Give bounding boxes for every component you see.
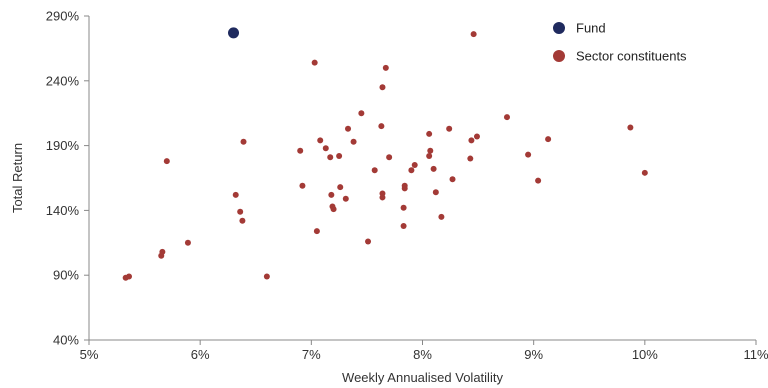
x-tick-label: 10%	[632, 347, 658, 362]
sector-constituent-point	[379, 84, 386, 91]
y-tick-label: 40%	[53, 333, 79, 348]
sector-constituent-point	[358, 110, 365, 117]
sector-constituent-point	[350, 138, 357, 145]
legend-marker	[553, 22, 565, 34]
sector-constituent-point	[400, 204, 407, 211]
legend-label: Sector constituents	[576, 49, 687, 64]
sector-constituent-point	[641, 169, 648, 176]
sector-constituent-point	[411, 162, 418, 169]
sector-constituent-point	[299, 182, 306, 189]
sector-constituent-point	[328, 191, 335, 198]
sector-constituent-point	[449, 176, 456, 183]
sector-constituent-point	[432, 189, 439, 196]
legend-label: Fund	[576, 21, 606, 36]
sector-constituent-point	[446, 125, 453, 132]
sector-constituent-point	[379, 190, 386, 197]
sector-constituent-point	[503, 114, 510, 121]
sector-constituent-point	[126, 273, 133, 280]
sector-constituent-point	[313, 228, 320, 235]
y-tick-label: 140%	[46, 203, 80, 218]
sector-constituent-point	[311, 59, 318, 66]
y-tick-label: 240%	[46, 73, 80, 88]
x-axis-ticks: 5% 6% 7% 8% 9% 10% 11%	[80, 340, 768, 362]
sector-constituent-point	[184, 239, 191, 246]
sector-constituent-point	[525, 151, 532, 158]
sector-constituent-point	[330, 206, 337, 213]
sector-constituent-point	[239, 217, 246, 224]
sector-constituent-point	[371, 167, 378, 174]
sector-constituent-point	[386, 154, 393, 161]
sector-constituent-point	[378, 123, 385, 130]
y-tick-label: 90%	[53, 268, 79, 283]
x-tick-label: 6%	[191, 347, 210, 362]
sector-constituent-point	[535, 177, 542, 184]
x-tick-label: 9%	[524, 347, 543, 362]
legend: Fund Sector constituents	[553, 21, 687, 64]
sector-constituent-point	[426, 130, 433, 137]
sector-constituent-point	[401, 182, 408, 189]
data-points	[122, 27, 648, 281]
sector-constituent-point	[327, 154, 334, 161]
sector-constituent-point	[467, 155, 474, 162]
sector-constituent-point	[438, 213, 445, 220]
sector-constituent-point	[337, 184, 344, 191]
x-tick-label: 5%	[80, 347, 99, 362]
sector-constituent-point	[240, 138, 247, 145]
sector-constituent-point	[232, 191, 239, 198]
sector-constituent-point	[297, 147, 304, 154]
y-axis-ticks: 40% 90% 140% 190% 240% 290%	[46, 9, 89, 348]
sector-constituent-point	[430, 165, 437, 172]
sector-constituent-point	[408, 167, 415, 174]
sector-constituent-point	[163, 158, 170, 165]
y-axis-title: Total Return	[10, 143, 25, 213]
sector-constituent-point	[263, 273, 270, 280]
sector-constituent-point	[342, 195, 349, 202]
sector-constituent-point	[345, 125, 352, 132]
y-tick-label: 190%	[46, 138, 80, 153]
sector-constituent-point	[400, 222, 407, 229]
sector-constituent-point	[336, 152, 343, 159]
legend-marker	[553, 50, 565, 62]
x-tick-label: 11%	[743, 347, 768, 362]
sector-constituent-point	[427, 147, 434, 154]
fund-point	[228, 27, 240, 39]
sector-constituent-point	[545, 136, 552, 143]
sector-constituent-point	[627, 124, 634, 131]
sector-constituent-point	[317, 137, 324, 144]
x-axis-title: Weekly Annualised Volatility	[342, 370, 503, 385]
x-tick-label: 7%	[302, 347, 321, 362]
sector-constituent-point	[159, 248, 166, 255]
sector-constituent-point	[468, 137, 475, 144]
sector-constituent-point	[237, 208, 244, 215]
x-tick-label: 8%	[413, 347, 432, 362]
sector-constituent-point	[365, 238, 372, 245]
sector-constituent-point	[470, 31, 477, 38]
sector-constituent-point	[426, 152, 433, 159]
y-tick-label: 290%	[46, 9, 80, 24]
sector-constituent-point	[473, 133, 480, 140]
sector-constituent-point	[382, 64, 389, 71]
sector-constituent-point	[322, 145, 329, 152]
